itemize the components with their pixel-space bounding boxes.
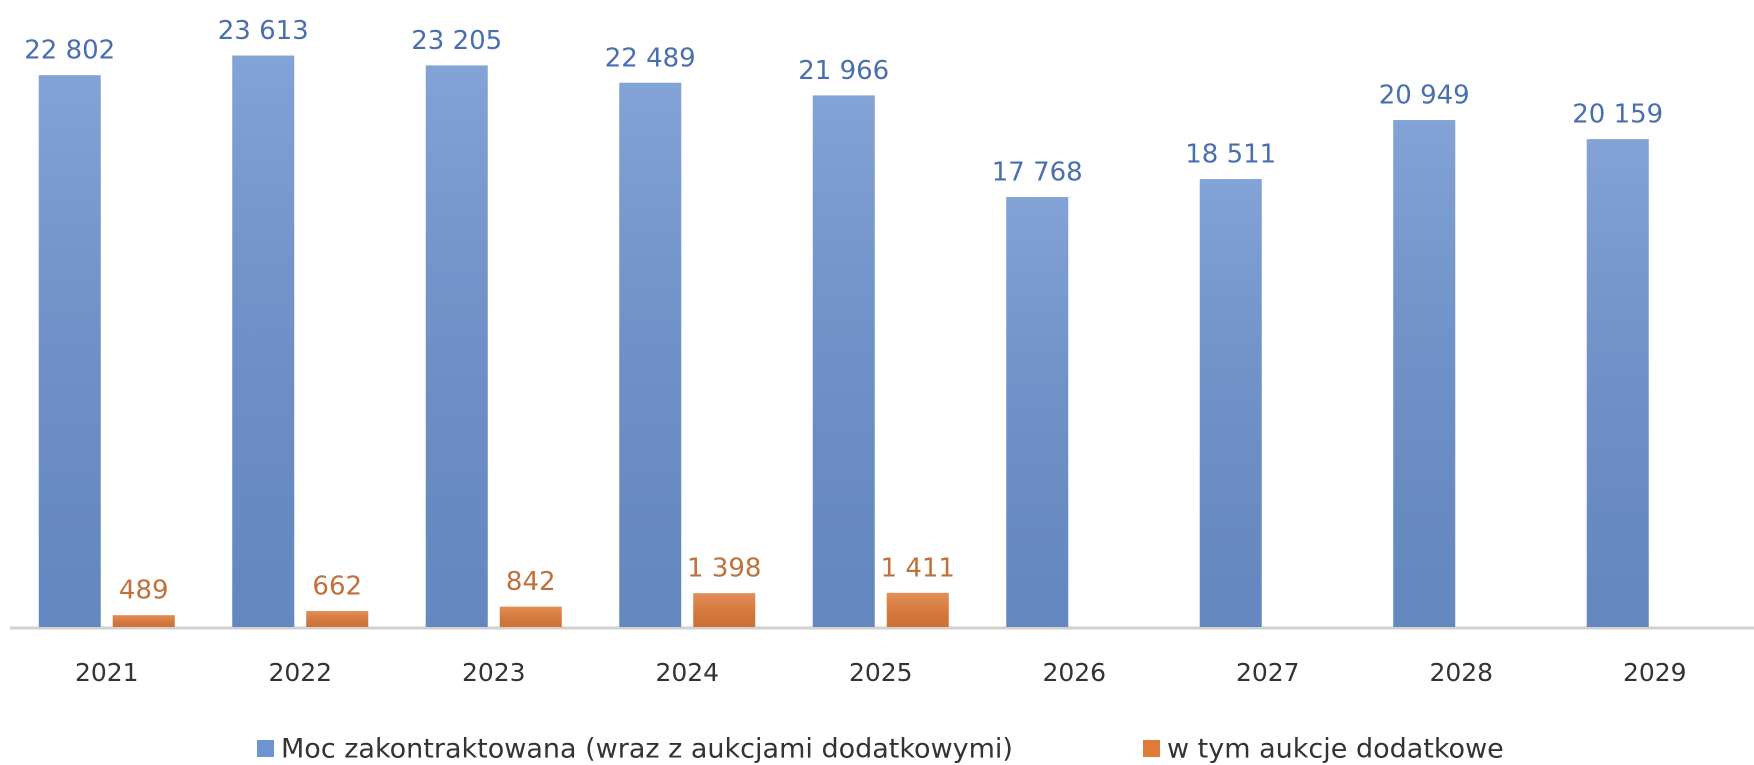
x-tick-label: 2028 [1429, 658, 1493, 687]
bar-shade [1586, 139, 1649, 627]
value-label: 662 [312, 571, 362, 601]
legend-swatch [1143, 740, 1160, 757]
x-tick-label: 2027 [1236, 658, 1300, 687]
bar-shade [693, 593, 756, 627]
value-label: 22 489 [605, 43, 696, 73]
bar-shade [112, 615, 175, 627]
value-label: 20 949 [1379, 81, 1470, 111]
value-label: 489 [119, 576, 169, 606]
value-label: 23 613 [218, 16, 309, 46]
value-label: 23 205 [411, 26, 502, 56]
x-tick-label: 2022 [268, 658, 332, 687]
bar-shade [232, 55, 295, 627]
value-label: 17 768 [992, 158, 1083, 188]
value-label: 1 411 [881, 553, 955, 583]
bar-shade [886, 592, 949, 627]
legend-label: w tym aukcje dodatkowe [1167, 734, 1504, 765]
value-label: 842 [506, 567, 556, 597]
bar-shade [425, 65, 488, 627]
value-label: 20 159 [1572, 100, 1663, 130]
bar-shade [1199, 179, 1262, 627]
value-label: 18 511 [1185, 140, 1276, 170]
legend-swatch [257, 740, 274, 757]
bar-shade [1006, 197, 1069, 627]
legend-label: Moc zakontraktowana (wraz z aukcjami dod… [281, 734, 1013, 765]
value-label: 22 802 [24, 36, 115, 66]
bar-shade [619, 82, 682, 628]
bar-shade [306, 610, 369, 627]
x-tick-label: 2021 [75, 658, 139, 687]
value-label: 21 966 [798, 56, 889, 86]
bar-shade [1393, 120, 1456, 627]
bar-shade [38, 75, 101, 628]
x-tick-label: 2024 [655, 658, 719, 687]
bar-shade [812, 95, 875, 628]
x-tick-label: 2026 [1042, 658, 1106, 687]
x-tick-label: 2029 [1623, 658, 1687, 687]
bar-shade [499, 606, 562, 627]
x-tick-label: 2025 [849, 658, 913, 687]
x-tick-label: 2023 [462, 658, 526, 687]
value-label: 1 398 [687, 554, 761, 584]
